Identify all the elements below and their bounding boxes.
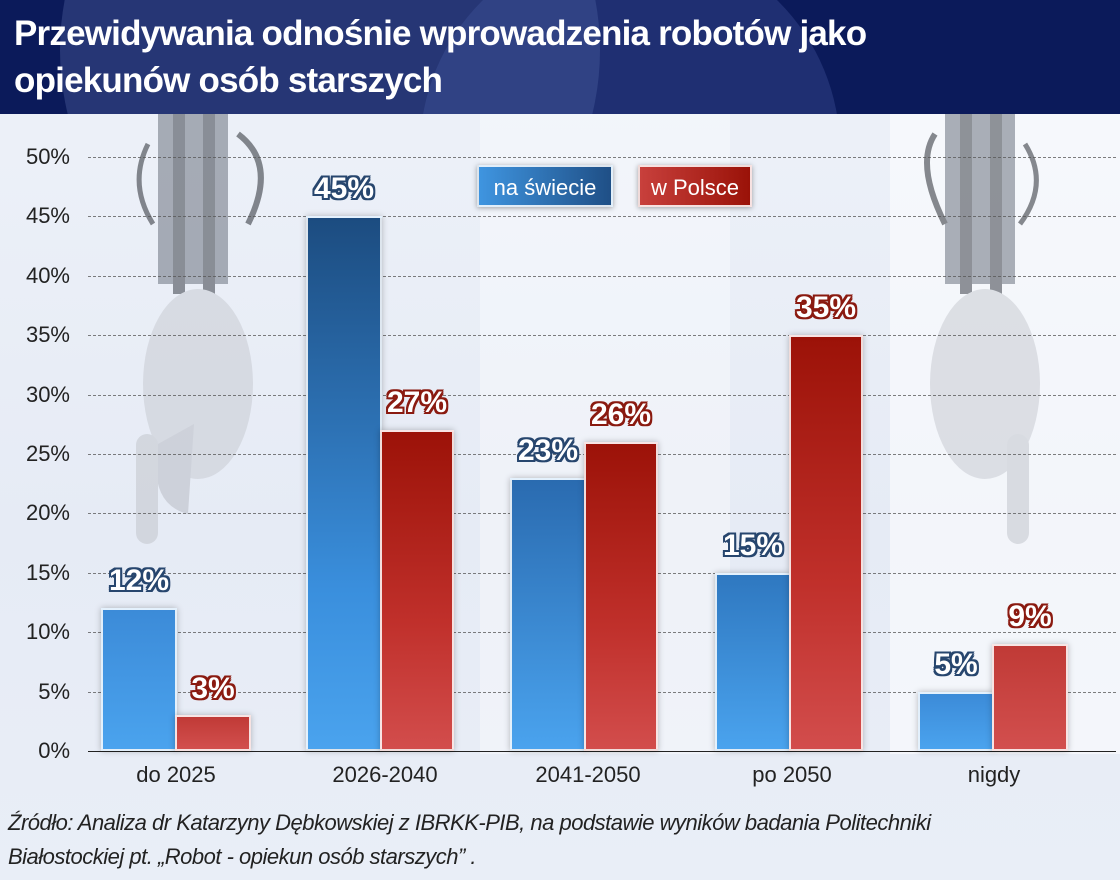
value-label: 27% (386, 386, 448, 419)
value-label: 9% (1008, 600, 1052, 633)
plot-area: 12% 3% 45% 27% 23% 26% 15% 35% 5% 9% (88, 157, 1116, 752)
y-tick: 35% (25, 322, 70, 348)
y-tick: 30% (25, 381, 70, 407)
source-line-2: Białostockiej pt. „Robot - opiekun osób … (8, 844, 477, 869)
y-tick: 20% (25, 500, 70, 526)
bar-world-nigdy (918, 692, 994, 751)
gridline (88, 335, 1116, 337)
bar-world-2041-2050 (510, 478, 586, 751)
gridline (88, 216, 1116, 218)
decorative-circle (60, 0, 600, 114)
value-label: 45% (313, 172, 375, 205)
value-label: 26% (590, 398, 652, 431)
y-tick: 40% (25, 262, 70, 288)
value-label: 12% (108, 564, 170, 597)
bar-world-po-2050 (715, 573, 791, 751)
x-axis-line (88, 751, 1116, 752)
value-label: 23% (517, 434, 579, 467)
title-line-1: Przewidywania odnośnie wprowadzenia robo… (14, 14, 867, 53)
y-tick: 0% (38, 738, 70, 763)
value-label: 5% (934, 648, 978, 681)
y-tick: 10% (25, 619, 70, 645)
x-tick: 2041-2050 (535, 762, 641, 787)
gridline (88, 275, 1116, 277)
robot-hand-icon (924, 114, 1040, 544)
title-banner: Przewidywania odnośnie wprowadzenia robo… (0, 0, 1120, 114)
x-tick: do 2025 (136, 762, 216, 787)
chart-title: Przewidywania odnośnie wprowadzenia robo… (14, 10, 867, 104)
bar-poland-po-2050 (789, 335, 863, 751)
x-tick: nigdy (967, 762, 1021, 787)
gridline (88, 157, 1116, 158)
legend-item-world: na świecie (477, 165, 613, 207)
bar-poland-2041-2050 (584, 442, 658, 751)
decorative-circle (420, 0, 840, 114)
legend-item-poland: w Polsce (638, 165, 752, 207)
source-note: Źródło: Analiza dr Katarzyny Dębkowskiej… (8, 806, 931, 874)
value-label: 35% (795, 291, 857, 324)
x-tick: 2026-2040 (332, 762, 438, 787)
y-tick: 15% (25, 559, 70, 585)
title-line-2: opiekunów osób starszych (14, 61, 443, 100)
bar-poland-2026-2040 (380, 430, 454, 751)
bar-world-2026-2040 (306, 216, 382, 751)
y-tick: 45% (25, 203, 70, 229)
y-tick: 5% (38, 678, 70, 704)
source-line-1: Źródło: Analiza dr Katarzyny Dębkowskiej… (8, 810, 931, 835)
x-tick: po 2050 (752, 762, 832, 787)
bar-world-do-2025 (101, 608, 177, 751)
value-label: 15% (722, 529, 784, 562)
robot-hand-icon (136, 114, 264, 544)
value-label: 3% (191, 672, 235, 705)
bar-poland-nigdy (992, 644, 1068, 751)
y-tick: 50% (25, 144, 70, 169)
bar-poland-do-2025 (175, 715, 251, 751)
y-tick: 25% (25, 441, 70, 466)
gridline (88, 394, 1116, 396)
